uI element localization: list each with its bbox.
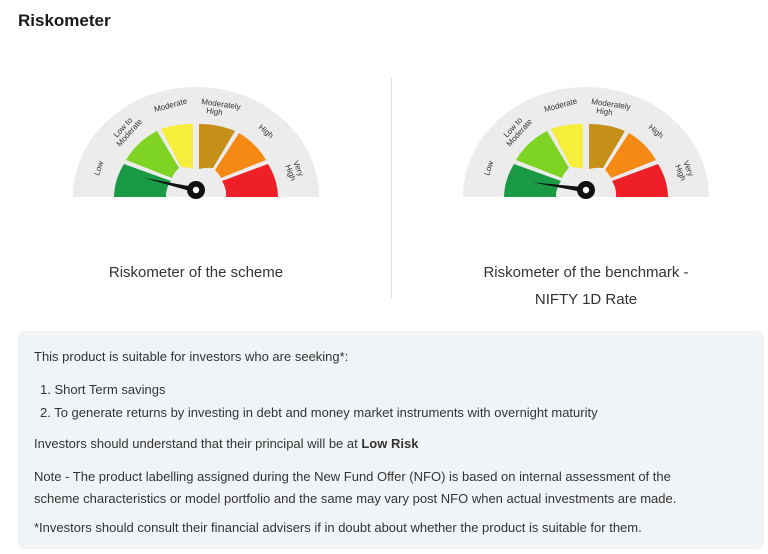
list-item: 2. To generate returns by investing in d… bbox=[40, 405, 598, 420]
risk-level: Low Risk bbox=[361, 436, 419, 451]
segment-moderately-high bbox=[199, 123, 235, 169]
label-low: Low bbox=[482, 160, 495, 177]
caption-line: Riskometer of the benchmark - bbox=[483, 264, 689, 281]
intro-text: This product is suitable for investors w… bbox=[34, 349, 349, 364]
segment-low bbox=[504, 164, 561, 197]
needle bbox=[143, 177, 205, 199]
needle bbox=[532, 181, 595, 199]
list-item: 1. Short Term savings bbox=[40, 382, 166, 397]
gauge-divider bbox=[391, 78, 392, 298]
benchmark-riskometer-gauge: Low Low to Moderate Moderate Moderately … bbox=[463, 87, 709, 199]
segment-moderate bbox=[551, 123, 583, 169]
label-moderately-high-2: High bbox=[596, 106, 614, 117]
benchmark-riskometer-caption: Riskometer of the benchmark - NIFTY 1D R… bbox=[430, 259, 742, 313]
caption-line: Riskometer of the scheme bbox=[108, 264, 284, 281]
caption-line: NIFTY 1D Rate bbox=[534, 291, 638, 308]
label-moderately-high-2: High bbox=[206, 106, 224, 117]
segment-very-high bbox=[612, 164, 668, 197]
risk-statement-prefix: Investors should understand that their p… bbox=[34, 436, 362, 451]
outer-ring bbox=[463, 87, 709, 197]
segment-high bbox=[215, 133, 266, 178]
segment-low-to-moderate bbox=[126, 131, 179, 178]
note-line: Note - The product labelling assigned du… bbox=[34, 469, 671, 484]
section-title: Riskometer bbox=[18, 11, 111, 30]
segment-very-high bbox=[222, 164, 278, 197]
segment-moderately-high bbox=[589, 123, 625, 169]
segment-high bbox=[605, 133, 656, 178]
outer-ring bbox=[73, 87, 319, 197]
segment-moderate bbox=[161, 123, 193, 169]
label-low: Low bbox=[92, 160, 105, 177]
segment-low-to-moderate bbox=[516, 131, 569, 178]
risk-statement: Investors should understand that their p… bbox=[34, 436, 418, 451]
advice-text: *Investors should consult their financia… bbox=[34, 520, 642, 535]
scheme-riskometer-gauge: Low Low to Moderate Moderate Moderately … bbox=[73, 87, 319, 199]
suitability-info-box: This product is suitable for investors w… bbox=[18, 331, 764, 549]
note-line: scheme characteristics or model portfoli… bbox=[34, 491, 677, 506]
segment-low bbox=[114, 164, 171, 197]
scheme-riskometer-caption: Riskometer of the scheme bbox=[40, 259, 352, 286]
